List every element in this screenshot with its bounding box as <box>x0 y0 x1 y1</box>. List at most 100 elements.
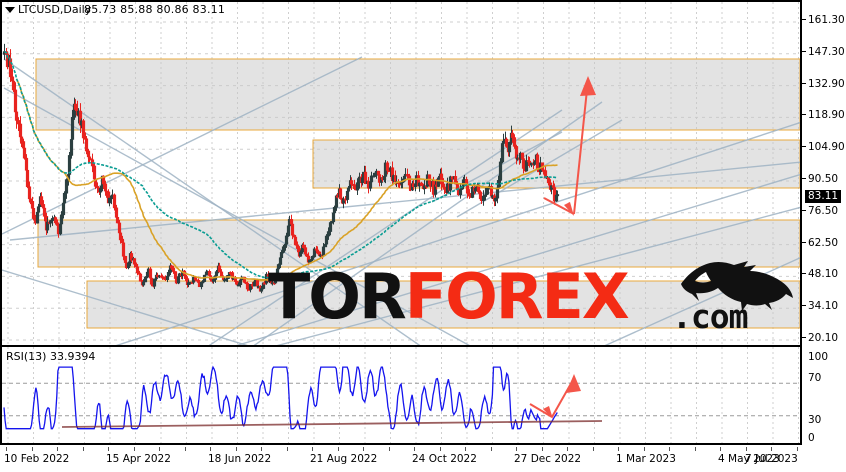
candle-body <box>194 279 199 282</box>
candle-body <box>253 279 258 283</box>
candle-body <box>411 183 416 187</box>
candle-body <box>470 186 475 198</box>
candle-body <box>359 176 364 184</box>
candle-body <box>307 259 312 263</box>
candle-body <box>165 275 170 280</box>
candle-body <box>35 211 40 224</box>
candle-body <box>66 174 71 180</box>
candle-body <box>286 225 291 237</box>
candle-body <box>132 258 137 265</box>
candle-body <box>465 185 470 194</box>
candle-body <box>38 196 43 208</box>
candle-body <box>496 180 501 189</box>
candle-body <box>221 276 226 281</box>
candle-body <box>527 160 532 166</box>
candle-body <box>173 271 178 279</box>
candle-body <box>328 222 333 232</box>
date-tickmark <box>746 447 747 451</box>
date-tickmark <box>363 447 364 451</box>
candle-body <box>110 194 115 197</box>
candle-body <box>61 202 66 216</box>
candle-body <box>438 173 443 179</box>
axis-right-border <box>800 0 802 445</box>
candle-body <box>279 252 284 258</box>
candle-body <box>461 179 466 187</box>
candle-body <box>45 221 50 231</box>
candle-body <box>211 279 216 282</box>
candle-body <box>332 207 337 214</box>
candle-body <box>421 185 426 190</box>
date-tickmark <box>134 447 135 451</box>
candle-body <box>341 198 346 204</box>
candle-body <box>149 277 154 285</box>
price-axis-tick: 34.10 <box>802 301 838 311</box>
candle-body <box>53 217 58 224</box>
rsi-arrow-up-head <box>566 374 581 393</box>
price-plot-area[interactable] <box>0 0 800 345</box>
candle-body <box>219 271 224 278</box>
candle-body <box>512 137 517 147</box>
chevron-down-icon[interactable] <box>5 7 15 13</box>
candle-body <box>148 268 153 279</box>
candle-body <box>248 284 253 290</box>
candle-body <box>531 162 536 165</box>
candle-body <box>388 167 393 171</box>
candle-body <box>129 253 134 261</box>
candle-body <box>284 235 289 245</box>
rsi-axis[interactable]: 100 70 30 0 <box>802 345 846 445</box>
trend-line <box>2 269 248 345</box>
candle-body <box>521 158 526 169</box>
candle-body <box>73 103 78 110</box>
rsi-plot-area[interactable] <box>0 345 800 445</box>
date-tickmark <box>720 447 721 451</box>
date-axis[interactable]: 10 Feb 2022 15 Apr 2022 18 Jun 2022 21 Aug … <box>0 447 846 472</box>
candle-body <box>326 231 331 237</box>
forecast-arrow-down-head <box>564 202 574 216</box>
price-axis[interactable]: 161.30 147.30 132.90 118.90 104.90 90.50 76.50… <box>802 0 846 345</box>
candle-body <box>252 281 257 287</box>
candle-body <box>526 160 531 163</box>
candle-body <box>436 177 441 187</box>
price-axis-tick: 62.50 <box>802 237 838 248</box>
candle-body <box>295 244 300 249</box>
candle-body <box>478 191 483 200</box>
candle-body <box>135 266 140 274</box>
date-tickmark <box>57 447 58 451</box>
price-panel[interactable]: LTCUSD,Daily 85.73 85.88 80.86 83.11 161… <box>0 0 846 345</box>
date-tickmark <box>32 447 33 451</box>
rsi-panel[interactable]: RSI(13) 33.9394 100 70 30 0 <box>0 345 846 445</box>
rsi-chart-svg <box>2 347 800 443</box>
candle-body <box>138 273 143 282</box>
candle-body <box>72 103 77 118</box>
candle-body <box>469 195 474 198</box>
candle-body <box>372 174 377 177</box>
candle-body <box>2 51 7 55</box>
candle-body <box>376 170 381 175</box>
candle-body <box>276 264 281 270</box>
candle-body <box>145 271 150 278</box>
candle-body <box>230 272 235 280</box>
candle-body <box>317 251 322 256</box>
candle-body <box>70 116 75 140</box>
candle-body <box>391 175 396 182</box>
candle-body <box>507 142 512 153</box>
candle-body <box>366 180 371 189</box>
price-axis-tick: 147.30 <box>802 47 845 57</box>
candle-body <box>509 132 514 143</box>
candle-body <box>10 76 15 82</box>
trend-line <box>3 87 470 345</box>
candle-body <box>247 288 252 291</box>
candle-body <box>281 246 286 253</box>
candle-body <box>190 281 195 284</box>
rsi-axis-tick: 70 <box>808 372 822 384</box>
candle-body <box>7 58 12 68</box>
candle-body <box>182 270 187 276</box>
trend-line <box>2 56 363 235</box>
candle-body <box>208 275 213 280</box>
candle-body <box>365 180 370 184</box>
candle-body <box>405 173 410 177</box>
date-axis-tick: 7 Jul 2023 <box>745 453 798 465</box>
candle-body <box>87 156 92 159</box>
candle-body <box>374 170 379 176</box>
candle-body <box>352 184 357 187</box>
